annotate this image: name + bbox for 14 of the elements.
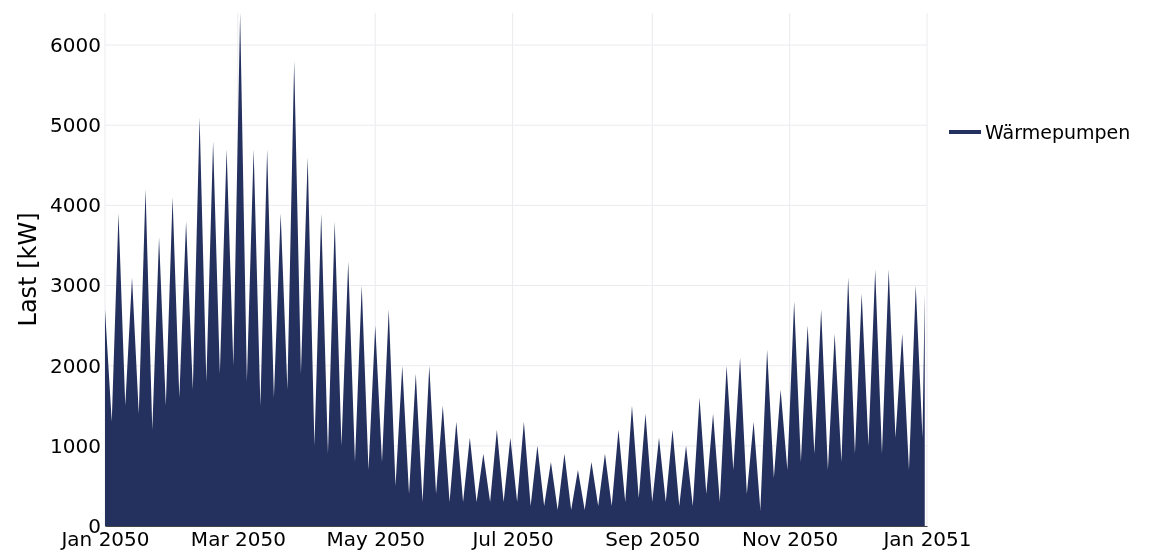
y-axis-title: Last [kW] (14, 212, 42, 327)
y-tick-label: 4000 (50, 193, 101, 218)
legend-label: Wärmepumpen (985, 120, 1131, 143)
x-tick-label: Jul 2050 (470, 527, 554, 552)
x-tick-label: May 2050 (326, 527, 426, 552)
y-tick-label: 6000 (50, 32, 101, 57)
y-tick-label: 2000 (50, 353, 101, 378)
x-tick-label: Jan 2051 (881, 527, 972, 552)
x-tick-label: Sep 2050 (605, 527, 701, 552)
y-tick-label: 1000 (50, 433, 101, 458)
x-tick-label: Mar 2050 (190, 527, 286, 552)
y-tick-label: 5000 (50, 113, 101, 138)
y-tick-label: 3000 (50, 273, 101, 298)
x-tick-label: Nov 2050 (741, 527, 839, 552)
